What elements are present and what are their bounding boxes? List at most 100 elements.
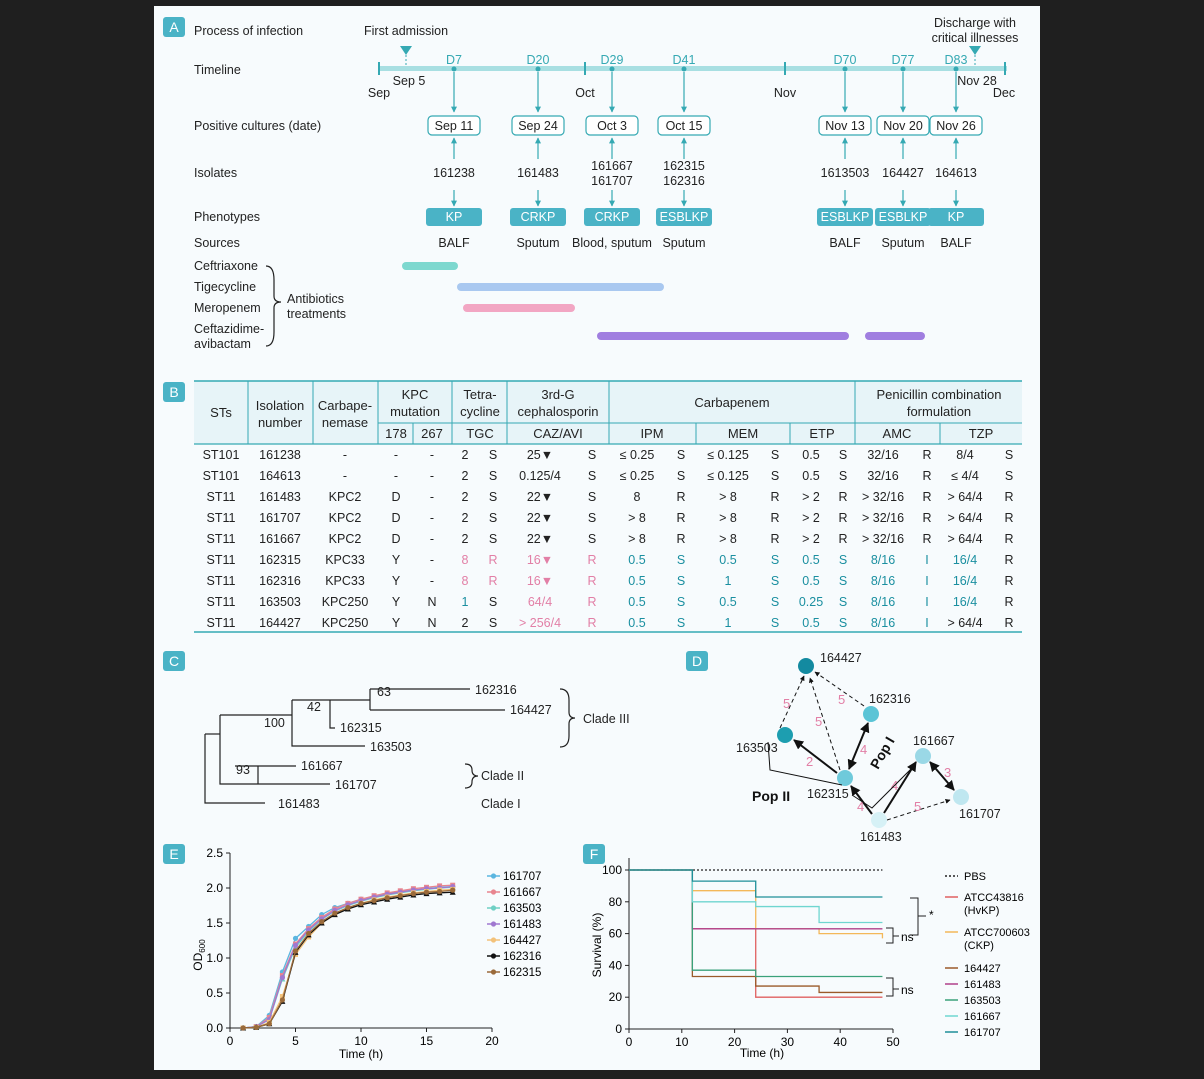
x-tick-label: 30 [781,1035,795,1049]
table-cell: 161707 [259,511,301,525]
source-label: BALF [438,236,470,250]
phenotype-box [817,208,873,226]
table-cell: - [430,574,434,588]
pop-label: Pop I [867,734,898,772]
month-sep: Sep [368,86,390,100]
source-label: Blood, sputum [572,236,652,250]
table-cell: > 256/4 [519,616,561,630]
y-tick-label: 1.0 [206,951,223,965]
panel-d: D 5 5 5 4 2 4 4 3 5 [686,651,1001,844]
tree-leaf: 161483 [278,797,320,811]
table-cell: R [488,553,497,567]
table-header: nemase [322,415,368,430]
day-dot [535,66,541,72]
legend-marker [490,905,497,911]
table-cell: > 32/16 [862,490,904,504]
row-label-isolates: Isolates [194,166,237,180]
table-cell: 16/4 [953,553,977,567]
x-tick-label: 15 [420,1034,434,1048]
table-cell: 0.25 [799,595,823,609]
phenotype-box [875,208,931,226]
legend-label: (HvKP) [964,905,999,917]
y-tick-label: 0.5 [206,986,223,1000]
table-cell: S [839,574,847,588]
legend-label: 161483 [503,919,541,931]
legend-label: 161483 [964,979,1001,991]
phenotype-label: ESBLKP [821,210,870,224]
panel-b: B STs Isolation number Carbape-nemase KPC mut… [163,380,1022,633]
legend-marker [490,937,497,943]
table-cell: N [427,616,436,630]
data-point [279,997,285,1003]
discharge-label-1: Discharge with [934,16,1016,30]
table-cell: S [839,553,847,567]
data-point [332,910,338,916]
day-label: D41 [673,53,696,67]
panel-c-badge: C [163,651,185,671]
table-cell: ST11 [207,553,236,567]
edge-weight: 5 [815,714,822,729]
edge-weight: 4 [860,742,867,757]
x-tick-label: 20 [728,1035,742,1049]
phenotype-box [928,208,984,226]
table-cell: S [489,532,497,546]
table-cell: 8 [634,490,641,504]
data-point [266,1021,272,1027]
table-cell: D [391,511,400,525]
row-label-cultures: Positive cultures (date) [194,119,321,133]
source-label: Sputum [662,236,705,250]
culture-date: Oct 3 [597,119,627,133]
x-axis-label: Time (h) [339,1047,383,1061]
table-cell: S [489,469,497,483]
table-cell: ≤ 0.25 [620,469,655,483]
network-nodes [777,658,969,828]
x-tick-label: 10 [354,1034,368,1048]
data-point [423,889,430,895]
table-cell: 0.5 [802,616,819,630]
node-162315 [837,770,853,786]
significance-ns: ns [901,930,914,944]
row-label-sources: Sources [194,236,240,250]
culture-box [876,115,930,136]
table-header: TGC [466,426,493,441]
y-tick-label: 20 [609,990,623,1004]
data-point [292,942,299,949]
antibiotic-ceftriaxone: Ceftriaxone [194,259,258,273]
day-dot [900,66,906,72]
isolate-label: 1613503 [821,166,870,180]
table-header: cycline [460,404,500,419]
table-header: 267 [421,426,443,441]
day-dot [451,66,457,72]
phylogenetic-tree [204,688,576,804]
table-cell: 2 [462,532,469,546]
table-cell: R [922,532,931,546]
clade-label: Clade II [481,769,524,783]
table-cell: R [922,448,931,462]
day-dot [953,66,959,72]
node-161707 [953,789,969,805]
day-label: D77 [892,53,915,67]
table-cell: N [427,595,436,609]
table-header: Tetra- [463,387,496,402]
antibiotic-cza-2: avibactam [194,337,251,351]
table-cell: 161238 [259,448,301,462]
bootstrap-value: 100 [264,716,285,730]
table-cell: S [677,616,685,630]
table-cell: 32/16 [867,469,898,483]
tree-leaf: 163503 [370,740,412,754]
x-tick-label: 10 [675,1035,689,1049]
table-cell: Y [392,553,401,567]
y-tick-label: 0 [615,1022,622,1036]
culture-date: Nov 20 [883,119,923,133]
table-cell: 162315 [259,553,301,567]
table-cell: 164427 [259,616,301,630]
table-cell: S [677,595,685,609]
table-cell: 22▼ [527,490,553,504]
table-cell: ST11 [207,574,236,588]
table-cell: KPC2 [329,511,362,525]
table-cell: S [839,448,847,462]
table-cell: S [588,532,596,546]
node-164427 [798,658,814,674]
data-point [384,895,390,901]
susceptibility-table: STs Isolation number Carbape-nemase KPC mutat… [194,380,1022,633]
